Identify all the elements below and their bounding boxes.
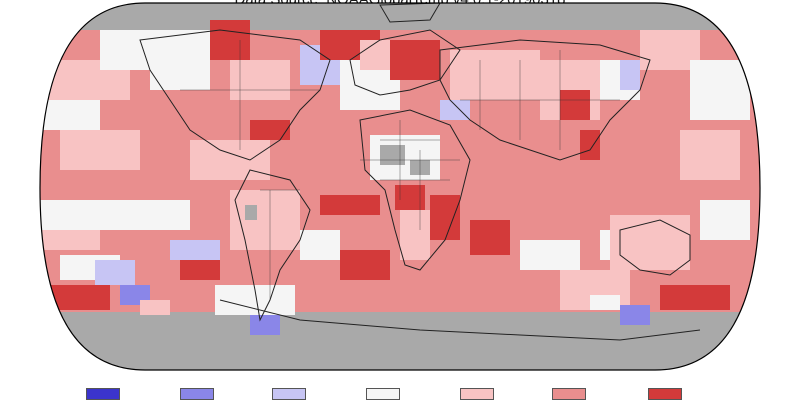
legend-swatch-above [552, 388, 586, 400]
arctic-no-data-region [40, 3, 760, 30]
globe-outline [39, 2, 761, 371]
color-legend [0, 388, 800, 400]
legend-swatch-much-above [648, 388, 682, 400]
legend-swatch-below [180, 388, 214, 400]
legend-swatch-slightly-above [460, 388, 494, 400]
legend-swatch-slightly-below [272, 388, 306, 400]
legend-swatch-much-below [86, 388, 120, 400]
legend-swatch-near-average [366, 388, 400, 400]
country-boundaries [180, 40, 620, 300]
global-temperature-anomaly-map [39, 2, 761, 371]
antarctic-no-data-region [40, 312, 760, 370]
anomaly-cells [40, 20, 750, 335]
